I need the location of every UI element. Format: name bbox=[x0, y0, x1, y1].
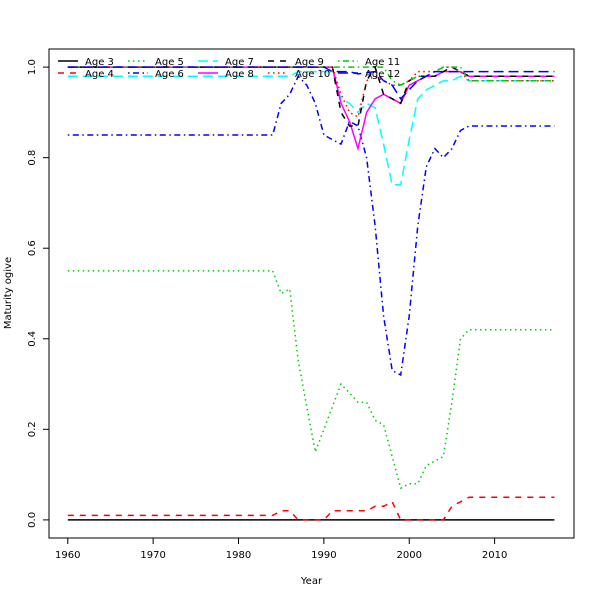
series-line-age-5 bbox=[67, 270, 555, 490]
legend-label: Age 5 bbox=[155, 57, 184, 68]
series-line-age-6 bbox=[67, 74, 555, 377]
legend-label: Age 11 bbox=[365, 57, 400, 68]
series-line-age-12 bbox=[67, 66, 555, 101]
legend-label: Age 9 bbox=[295, 57, 324, 68]
y-tick-label: 1.0 bbox=[27, 59, 38, 75]
y-tick-label: 0.6 bbox=[27, 240, 38, 256]
x-tick-label: 1990 bbox=[311, 550, 336, 561]
legend-label: Age 6 bbox=[155, 69, 184, 80]
x-tick-label: 1980 bbox=[226, 550, 251, 561]
x-tick-label: 1960 bbox=[55, 550, 80, 561]
legend-label: Age 4 bbox=[85, 69, 114, 80]
series-line-age-7 bbox=[67, 70, 555, 186]
y-axis-label: Maturity ogive bbox=[3, 257, 14, 329]
plot-frame bbox=[48, 48, 575, 539]
y-tick-label: 0.0 bbox=[27, 512, 38, 528]
x-tick-label: 2010 bbox=[482, 550, 507, 561]
legend-label: Age 7 bbox=[225, 57, 254, 68]
x-axis: 1960 1970 1980 1990 2000 2010 bbox=[55, 538, 507, 561]
series-line-age-4 bbox=[67, 496, 555, 521]
x-tick-label: 2000 bbox=[397, 550, 422, 561]
legend-label: Age 12 bbox=[365, 69, 400, 80]
y-tick-label: 0.8 bbox=[27, 150, 38, 166]
y-tick-label: 0.4 bbox=[27, 331, 38, 347]
legend-label: Age 10 bbox=[295, 69, 330, 80]
x-tick-label: 1970 bbox=[140, 550, 165, 561]
y-tick-label: 0.2 bbox=[27, 421, 38, 437]
legend-label: Age 8 bbox=[225, 69, 254, 80]
y-axis: 0.0 0.2 0.4 0.6 0.8 1.0 bbox=[27, 59, 49, 528]
legend-label: Age 3 bbox=[85, 57, 114, 68]
x-axis-label: Year bbox=[300, 576, 323, 587]
series-line-age-9 bbox=[67, 65, 555, 127]
series-lines bbox=[67, 65, 555, 521]
